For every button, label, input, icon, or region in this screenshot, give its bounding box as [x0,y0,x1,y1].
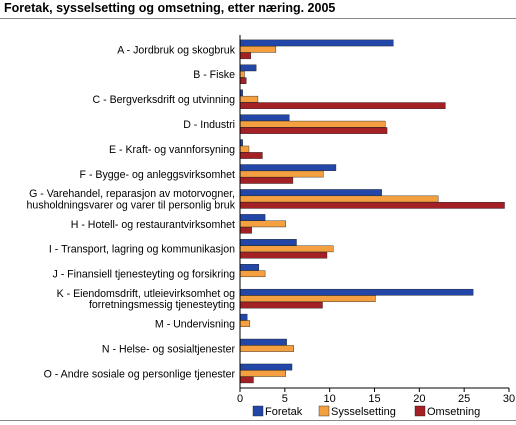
bar-sysselsetting-1 [239,70,245,78]
bar-foretak-12 [239,338,287,346]
bar-foretak-13 [239,363,293,371]
category-label-4: E - Kraft- og vannforsyning [109,144,235,156]
bar-sysselsetting-0 [239,46,277,53]
bar-sysselsetting-6 [239,195,439,203]
bar-foretak-5 [239,164,337,171]
bar-omsetning-0 [239,52,251,60]
bottom-divider [0,420,516,421]
bar-foretak-10 [239,288,474,296]
bar-sysselsetting-8 [239,245,334,253]
legend-label-foretak: Foretak [265,406,303,418]
bar-foretak-7 [239,214,266,221]
bar-omsetning-6 [239,202,505,209]
category-label-2: C - Bergverksdrift og utvinning [93,94,236,106]
bar-omsetning-8 [239,251,328,259]
category-label-12: N - Helse- og sosialtjenester [102,343,236,355]
category-label-3: D - Industri [183,119,235,131]
category-label-13: O - Andre sosiale og personlige tjeneste… [44,368,236,380]
x-tick-label-10: 10 [324,393,336,405]
bar-sysselsetting-9 [239,270,266,278]
bar-sysselsetting-12 [239,345,294,352]
bar-foretak-1 [239,64,257,72]
category-label-6: G - Varehandel, reparasjon av motorvogne… [27,188,236,211]
legend-swatch-omsetning [414,405,426,417]
bar-sysselsetting-5 [239,170,324,178]
bar-omsetning-2 [239,102,446,109]
legend-swatch-sysselsetting [318,405,330,417]
x-tick-label-30: 30 [503,393,515,405]
bar-sysselsetting-10 [239,295,376,302]
bar-omsetning-10 [239,301,323,309]
bar-sysselsetting-11 [239,320,251,327]
category-label-8: I - Transport, lagring og kommunikasjon [49,244,235,256]
category-label-0: A - Jordbruk og skogbruk [117,44,235,56]
x-tick-label-5: 5 [282,393,288,405]
bar-sysselsetting-4 [239,145,250,153]
bar-sysselsetting-13 [239,370,286,377]
bar-sysselsetting-7 [239,220,286,228]
bar-foretak-6 [239,189,382,196]
chart-title: Foretak, sysselsetting og omsetning, ett… [4,1,336,15]
bar-foretak-8 [239,239,297,246]
x-tick-label-15: 15 [368,393,380,405]
bar-omsetning-5 [239,177,294,184]
category-label-5: F - Bygge- og anleggsvirksomhet [80,169,236,181]
x-tick-label-25: 25 [458,393,470,405]
legend-swatch-foretak [252,405,264,417]
x-tick-label-0: 0 [237,393,243,405]
bar-omsetning-13 [239,376,254,384]
category-label-9: J - Finansiell tjenesteyting og forsikri… [52,269,235,281]
bar-omsetning-7 [239,226,252,234]
bar-omsetning-1 [239,77,247,84]
legend-label-sysselsetting: Sysselsetting [331,406,396,418]
x-tick-label-20: 20 [413,393,425,405]
bar-sysselsetting-3 [239,120,386,128]
title-divider [0,18,516,19]
bar-omsetning-4 [239,152,263,159]
bar-sysselsetting-2 [239,95,259,103]
bar-foretak-11 [239,313,248,321]
bar-foretak-3 [239,114,290,122]
bar-foretak-0 [239,39,394,47]
category-label-11: M - Undervisning [155,319,235,331]
bar-foretak-9 [239,264,260,271]
category-label-7: H - Hotell- og restaurantvirksomhet [71,219,235,231]
bar-omsetning-3 [239,127,388,134]
category-label-10: K - Eiendomsdrift, utleievirksomhet og fo… [57,288,236,311]
legend-label-omsetning: Omsetning [427,406,480,418]
category-label-1: B - Fiske [193,69,235,81]
